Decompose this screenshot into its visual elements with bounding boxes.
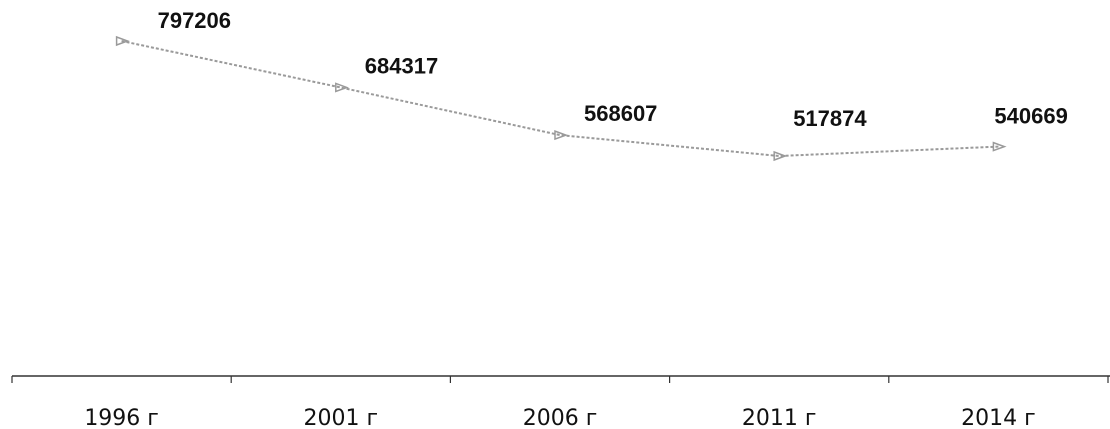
data-label: 684317 xyxy=(365,54,438,79)
x-tick-label: 2011 г xyxy=(742,406,817,429)
x-tick-label: 2014 г xyxy=(961,406,1036,429)
x-tick-label: 2001 г xyxy=(304,406,379,429)
data-label: 797206 xyxy=(158,8,231,33)
x-tick-label: 1996 г xyxy=(84,406,159,429)
data-point-marker xyxy=(115,35,130,47)
x-tick-label: 2006 г xyxy=(523,406,598,429)
series-line xyxy=(121,40,999,158)
data-point-marker xyxy=(335,82,349,93)
x-axis-ticks xyxy=(11,376,1109,383)
data-label: 517874 xyxy=(793,106,867,131)
x-axis-tick-labels: 1996 г 2001 г 2006 г 2011 г 2014 г xyxy=(84,406,1035,429)
data-point-marker xyxy=(992,141,1007,152)
data-label: 540669 xyxy=(994,104,1067,129)
plot-area: 797206 684317 568607 517874 540669 xyxy=(115,8,1068,162)
data-label: 568607 xyxy=(584,101,657,126)
data-point-marker xyxy=(554,130,569,141)
data-point-marker xyxy=(773,150,788,162)
